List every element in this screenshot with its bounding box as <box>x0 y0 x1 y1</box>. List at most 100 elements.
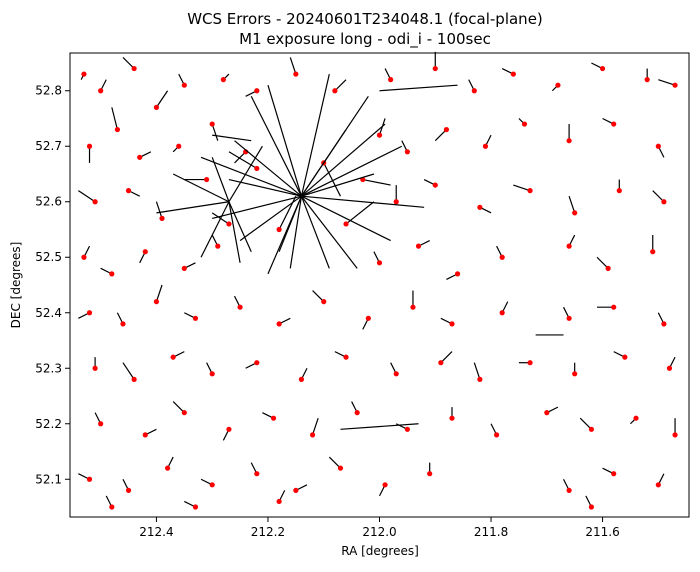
error-vector <box>289 57 297 75</box>
star-point <box>114 126 121 133</box>
star-point <box>86 476 93 482</box>
star-point <box>192 315 199 321</box>
star-point <box>209 121 215 127</box>
star-point <box>588 504 595 510</box>
y-tick-label: 52.7 <box>35 139 62 153</box>
error-vector <box>234 151 247 164</box>
chart-title-line2: M1 exposure long - odi_i - 100sec <box>239 30 491 49</box>
star-point <box>365 315 371 321</box>
outlier-error-vector <box>211 157 230 202</box>
error-vector <box>155 90 169 108</box>
star-point <box>438 360 444 366</box>
error-vector <box>579 417 592 430</box>
star-point <box>393 371 399 377</box>
star-point <box>92 365 98 371</box>
x-tick-label: 212.4 <box>139 525 173 539</box>
star-point <box>611 304 617 310</box>
y-tick-label: 52.5 <box>35 250 62 264</box>
star-point <box>611 121 617 127</box>
y-tick-label: 52.1 <box>35 472 62 486</box>
star-point <box>499 310 505 316</box>
star-point <box>388 77 394 83</box>
x-tick-label: 212.0 <box>362 525 396 539</box>
star-point <box>254 471 260 477</box>
star-point <box>276 226 282 233</box>
star-point <box>254 88 260 94</box>
star-point <box>137 154 143 160</box>
y-tick-label: 52.4 <box>35 306 62 320</box>
star-point <box>566 487 572 493</box>
star-point <box>337 465 344 471</box>
star-point <box>153 299 160 305</box>
outlier-error-vector <box>228 145 263 203</box>
star-point <box>298 376 305 382</box>
star-point <box>494 432 500 438</box>
star-point <box>432 65 438 72</box>
star-point <box>125 188 132 194</box>
star-point <box>204 176 210 183</box>
star-point <box>661 199 667 205</box>
star-point <box>672 432 678 438</box>
star-point <box>672 82 678 88</box>
error-vector <box>155 284 163 302</box>
star-point <box>599 65 606 72</box>
star-point <box>566 243 572 249</box>
y-tick-label: 52.8 <box>35 84 62 98</box>
outlier-error-vector <box>301 173 375 197</box>
error-vector <box>312 290 325 303</box>
star-point <box>605 265 611 271</box>
star-point <box>276 321 282 327</box>
y-tick-label: 52.6 <box>35 195 62 209</box>
star-point <box>125 487 132 493</box>
error-vector <box>211 123 219 141</box>
star-point <box>86 310 93 316</box>
star-point <box>616 188 622 194</box>
star-point <box>527 188 533 194</box>
star-point <box>220 77 226 83</box>
star-point <box>181 410 187 416</box>
outlier-error-vector <box>239 195 302 242</box>
star-point <box>215 243 221 249</box>
star-point <box>254 165 260 172</box>
star-point <box>404 426 410 432</box>
outlier-error-vector <box>301 145 403 197</box>
star-point <box>98 421 104 427</box>
error-vector <box>78 190 96 203</box>
error-vector <box>473 362 481 380</box>
outlier-error-vector <box>172 173 230 203</box>
outlier-error-vector <box>289 196 303 269</box>
star-point <box>86 143 93 149</box>
star-point <box>131 65 137 72</box>
star-point <box>343 221 349 227</box>
star-point <box>477 204 483 210</box>
outlier-error-vector <box>212 195 302 219</box>
star-point <box>98 88 104 94</box>
star-point <box>382 482 388 488</box>
outlier-error-vector <box>200 201 230 258</box>
star-point <box>354 410 360 416</box>
star-point <box>170 354 176 360</box>
star-point <box>192 504 199 510</box>
star-point <box>153 104 160 110</box>
star-point <box>566 315 572 321</box>
error-vector <box>596 256 609 269</box>
y-axis-label: DEC [degrees] <box>9 242 23 329</box>
star-point <box>226 221 232 227</box>
star-point <box>109 504 115 510</box>
outlier-error-vector <box>267 85 303 197</box>
error-vector <box>122 57 135 69</box>
star-point <box>655 143 661 149</box>
star-point <box>276 498 282 505</box>
star-point <box>376 132 383 138</box>
error-vector <box>568 196 576 214</box>
outlier-error-vector <box>301 195 425 208</box>
star-point <box>622 354 628 360</box>
star-point <box>209 371 215 377</box>
star-point <box>404 149 410 155</box>
star-point <box>415 243 422 249</box>
error-vector <box>362 178 391 186</box>
error-vector <box>323 162 342 197</box>
outlier-error-vector <box>212 134 252 142</box>
star-point <box>237 304 243 310</box>
error-vector <box>228 151 258 169</box>
